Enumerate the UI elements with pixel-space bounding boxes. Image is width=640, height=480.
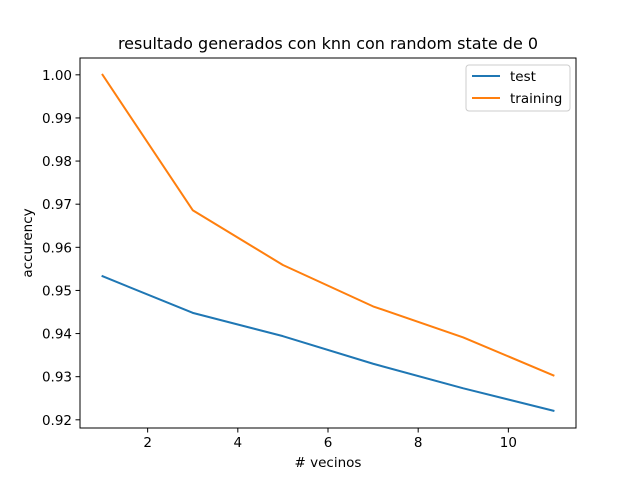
x-axis-ticks: 2 4 6 8 10	[143, 428, 517, 451]
chart-title: resultado generados con knn con random s…	[118, 34, 538, 53]
plot-area	[80, 58, 576, 428]
y-tick-label: 0.93	[42, 370, 72, 386]
y-tick-label: 0.97	[42, 197, 72, 213]
y-axis-ticks: 0.92 0.93 0.94 0.95 0.96 0.97 0.98 0.99 1.00	[42, 68, 80, 429]
x-tick-label: 2	[143, 435, 152, 451]
legend: test training	[465, 64, 571, 112]
y-tick-label: 0.95	[42, 283, 72, 299]
x-tick-label: 10	[500, 435, 517, 451]
series-line-test	[101, 274, 555, 412]
y-axis-label: accurency	[20, 208, 36, 277]
x-axis-label: # vecinos	[295, 455, 362, 471]
x-tick-label: 8	[414, 435, 423, 451]
y-tick-label: 0.96	[42, 240, 72, 256]
y-tick-label: 1.00	[42, 68, 72, 84]
y-tick-label: 0.99	[42, 111, 72, 127]
x-tick-label: 6	[324, 435, 333, 451]
y-tick-label: 0.92	[42, 413, 72, 429]
legend-label-test: test	[510, 69, 536, 85]
series-line-training	[101, 73, 555, 377]
y-tick-label: 0.94	[42, 327, 72, 343]
legend-label-training: training	[510, 91, 562, 107]
y-tick-label: 0.98	[42, 154, 72, 170]
series-layer	[101, 73, 555, 412]
x-tick-label: 4	[234, 435, 243, 451]
